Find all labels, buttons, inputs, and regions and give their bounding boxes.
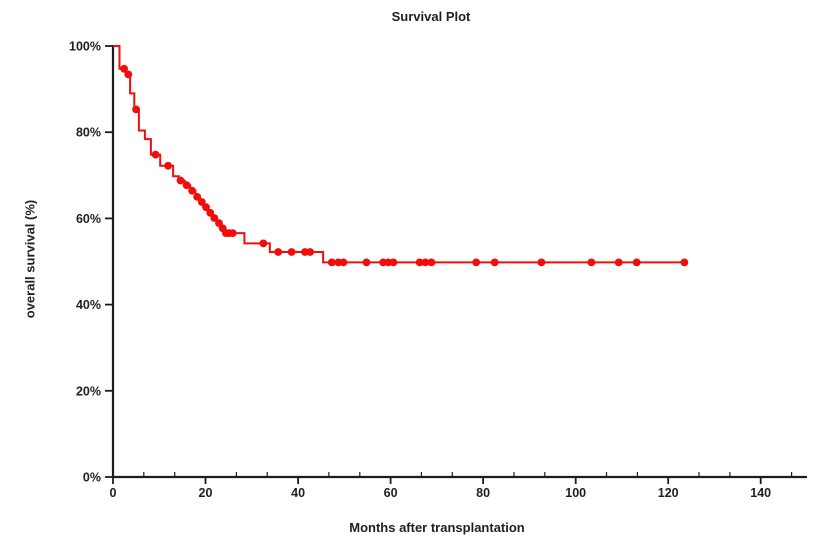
data-point-marker — [306, 248, 314, 256]
x-tick-label: 0 — [110, 486, 117, 500]
chart-title: Survival Plot — [391, 9, 471, 24]
data-point-marker — [124, 70, 133, 79]
y-tick-label: 40% — [76, 298, 101, 312]
y-tick-label: 80% — [76, 126, 101, 140]
data-point-marker — [421, 258, 430, 267]
x-tick-label: 120 — [658, 486, 679, 500]
data-point-marker — [339, 258, 348, 267]
data-point-marker — [151, 150, 160, 159]
data-point-marker — [202, 203, 210, 212]
data-point-marker — [472, 258, 481, 267]
data-point-marker — [274, 248, 283, 256]
data-point-marker — [197, 198, 206, 206]
x-tick-label: 80 — [476, 486, 490, 500]
survival-step-curve — [113, 45, 687, 264]
data-point-marker — [120, 64, 128, 73]
data-point-marker — [287, 248, 296, 256]
y-tick-label: 20% — [76, 384, 101, 398]
data-point-marker — [193, 193, 202, 201]
data-point-marker — [427, 258, 436, 267]
x-axis-label: Months after transplantation — [349, 520, 525, 535]
data-point-marker — [490, 258, 499, 267]
y-axis-label: overall survival (%) — [22, 199, 38, 319]
data-point-marker — [415, 258, 424, 267]
data-point-marker — [259, 239, 268, 248]
data-point-marker — [632, 258, 641, 267]
y-tick-label: 0% — [83, 471, 101, 485]
x-tick-label: 100 — [565, 486, 586, 500]
data-point-marker — [587, 258, 596, 267]
data-point-marker — [614, 258, 623, 267]
data-point-marker — [228, 229, 237, 238]
x-tick-label: 60 — [384, 486, 398, 500]
y-tick-label: 100% — [69, 40, 101, 54]
data-point-marker — [188, 186, 197, 195]
x-tick-label: 20 — [199, 486, 213, 500]
data-point-marker — [537, 258, 546, 267]
data-point-marker — [132, 105, 141, 114]
data-point-marker — [362, 258, 371, 267]
data-point-marker — [164, 161, 173, 170]
data-point-marker — [327, 258, 336, 267]
data-point-marker — [182, 181, 191, 190]
y-tick-label: 60% — [76, 212, 101, 226]
x-tick-label: 140 — [750, 486, 771, 500]
data-point-marker — [680, 258, 689, 267]
data-point-marker — [389, 258, 398, 267]
data-point-marker — [176, 176, 185, 185]
data-point-marker — [210, 214, 219, 222]
x-tick-label: 40 — [291, 486, 305, 500]
